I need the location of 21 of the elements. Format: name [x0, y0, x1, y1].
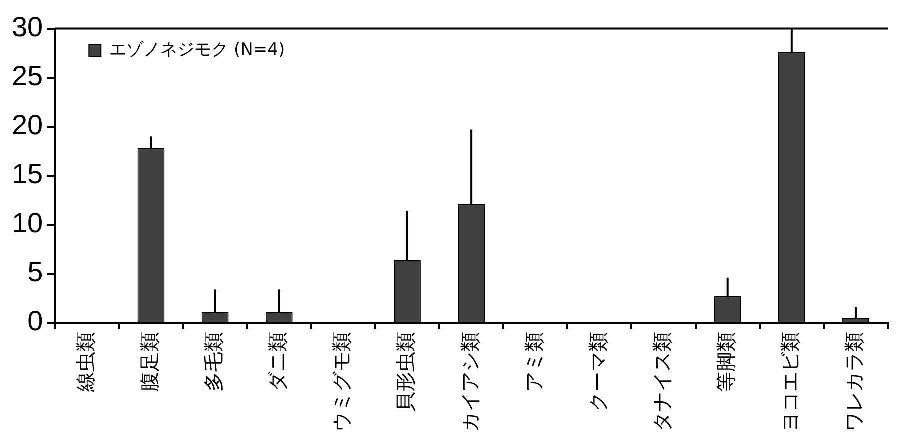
- y-tick-label: 0: [28, 306, 44, 337]
- x-tick-label: ヨコエビ類: [778, 332, 802, 432]
- x-tick-label: 線虫類: [73, 332, 98, 393]
- legend-label: エゾノネジモク (N=4): [110, 40, 286, 60]
- y-tick-label: 5: [28, 256, 44, 288]
- y-tick-label: 20: [12, 110, 44, 141]
- x-tick-label: カイアシ類: [458, 332, 482, 432]
- y-tick-label: 10: [12, 208, 44, 239]
- x-tick-label: 多毛類: [202, 332, 226, 392]
- x-tick-label: ダニ類: [266, 332, 290, 392]
- x-tick-label: タナイス類: [650, 332, 674, 432]
- x-tick-label: 等脚類: [714, 332, 738, 392]
- x-tick-label: ウミグモ類: [330, 332, 354, 432]
- x-tick-label: アミ類: [522, 332, 546, 392]
- x-tick-label: 貝形虫類: [394, 332, 418, 412]
- y-tick-label: 30: [12, 12, 44, 43]
- y-tick-label: 25: [12, 60, 44, 92]
- x-tick-label: 腹足類: [137, 332, 162, 392]
- y-tick-label: 15: [12, 158, 44, 190]
- x-tick-label: クーマ類: [586, 332, 610, 412]
- x-tick-label: ワレカラ類: [842, 332, 866, 432]
